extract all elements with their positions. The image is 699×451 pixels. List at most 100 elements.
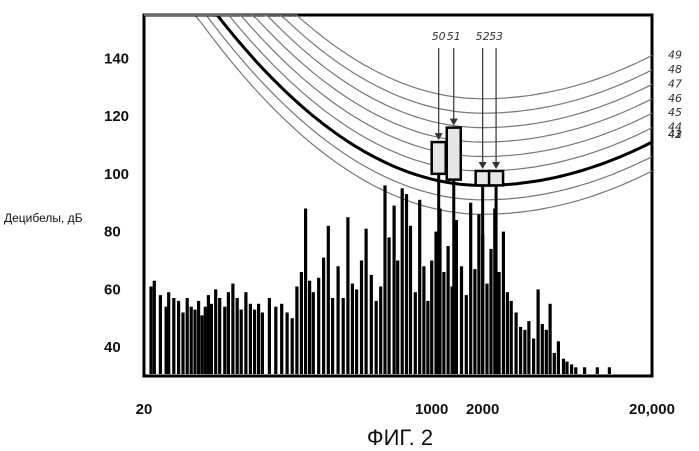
bar [596,367,599,374]
y-tick-label: 120 [104,108,129,125]
bar [473,269,476,374]
bar [523,330,526,374]
bar [197,301,200,374]
y-tick-label: 40 [104,339,121,356]
bar [193,310,196,374]
marker-label: 51 [447,30,461,43]
x-tick-label: 20,000 [629,401,675,418]
bar [261,313,264,375]
bar [565,362,568,374]
bar [527,321,530,374]
bar [186,298,189,374]
bar [379,287,382,375]
bar [327,226,330,374]
bar [351,284,354,374]
bar [172,298,175,374]
bar [422,266,425,374]
bar [574,367,577,374]
bar [557,341,560,374]
bar [200,315,203,374]
bar [207,295,210,374]
marker-box [476,171,490,185]
bar [342,298,345,374]
bar [519,327,522,374]
curve-label: 46 [668,92,682,105]
bar [308,281,311,374]
bar [304,209,307,375]
bar [253,310,256,374]
marker-label: 52 [476,30,490,43]
bar [210,304,213,374]
bar [360,261,363,375]
bar [502,232,505,374]
bar [236,298,239,374]
bar [608,367,611,374]
bar [286,313,289,375]
bar [190,307,193,374]
x-tick-label: 20 [136,401,153,418]
y-axis: 406080100120140 [104,50,129,356]
bar [280,304,283,374]
bar [149,287,152,375]
bar [510,301,513,374]
bar [375,301,378,374]
bar [414,292,417,374]
bar [268,298,271,374]
bar [249,304,252,374]
bar [562,359,565,374]
bar [300,272,303,374]
bar [346,217,349,374]
marker-label: 50 [432,30,446,43]
bar [401,188,404,374]
bar [274,307,277,374]
bar [469,203,472,374]
x-axis: 201000200020,000 [136,401,675,418]
y-tick-label: 140 [104,50,129,67]
bar [204,307,207,374]
bar [370,275,373,374]
bar [553,353,556,374]
bar [244,292,247,374]
bar [393,206,396,374]
bar [583,367,586,374]
bar [312,292,315,374]
bar [506,292,509,374]
bar [442,272,445,374]
curve-label: 45 [668,106,682,119]
bar [383,185,386,374]
marker-label: 53 [489,30,503,43]
y-axis-label: Децибелы, дБ [4,211,83,225]
x-tick-label: 1000 [415,401,448,418]
bar [532,339,535,375]
curve-label: 47 [668,77,682,90]
bar [153,281,156,374]
bar [240,310,243,374]
bar [181,313,184,375]
marker-box [432,142,446,174]
bar [214,289,217,374]
bar [515,313,518,375]
curve-label: 48 [668,63,682,76]
bar [365,229,368,374]
bar [409,226,412,374]
bar [477,214,480,374]
bar [388,237,391,374]
bar [455,220,458,374]
bar [355,289,358,374]
bar [489,249,492,374]
figure-caption: ФИГ. 2 [367,425,433,450]
y-tick-label: 60 [104,281,121,298]
bar [257,304,260,374]
bar [291,318,294,374]
curve-label: 49 [668,48,682,61]
bar [426,301,429,374]
bar [405,194,408,374]
curve-label: 44 [668,121,682,134]
marker-box [447,128,461,180]
bar [545,330,548,374]
bar [223,307,226,374]
bar [430,261,433,375]
bar [570,364,573,374]
bar [322,258,325,374]
